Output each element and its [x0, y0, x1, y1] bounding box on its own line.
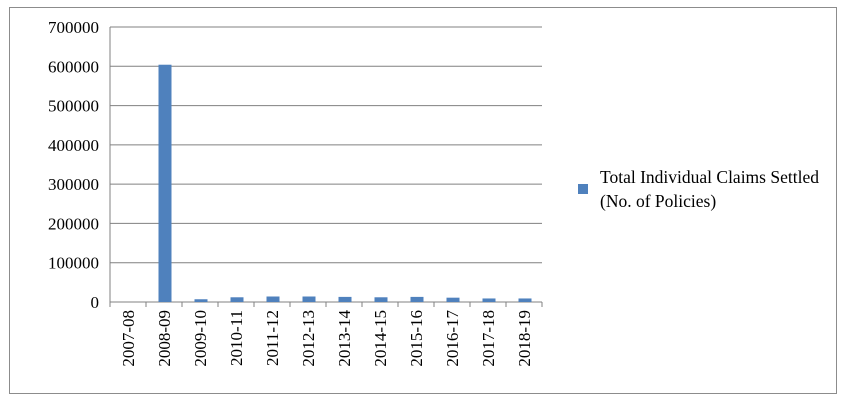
legend-swatch — [578, 184, 588, 194]
legend: Total Individual Claims Settled (No. of … — [578, 165, 820, 213]
bar — [266, 296, 280, 302]
x-tick-label: 2015-16 — [407, 310, 426, 367]
y-tick-label: 0 — [91, 293, 100, 312]
y-tick-label: 500000 — [48, 97, 99, 116]
bar — [518, 298, 532, 302]
bar — [374, 297, 388, 302]
y-tick-label: 200000 — [48, 214, 99, 233]
bar — [158, 64, 172, 302]
y-tick-label: 600000 — [48, 57, 99, 76]
bar — [482, 298, 496, 302]
chart-frame — [9, 7, 837, 394]
y-tick-label: 700000 — [48, 18, 99, 37]
x-tick-label: 2010-11 — [227, 310, 246, 366]
x-tick-label: 2012-13 — [299, 310, 318, 367]
x-tick-label: 2017-18 — [479, 310, 498, 367]
x-tick-label: 2007-08 — [119, 310, 138, 367]
x-tick-label: 2008-09 — [155, 310, 174, 367]
x-tick-label: 2016-17 — [443, 310, 462, 367]
x-tick-label: 2011-12 — [263, 310, 282, 366]
bar — [338, 296, 352, 302]
bar — [410, 296, 424, 302]
bar — [302, 296, 316, 302]
bar — [446, 297, 460, 302]
x-tick-label: 2014-15 — [371, 310, 390, 367]
bar — [194, 299, 208, 302]
x-tick-label: 2018-19 — [515, 310, 534, 367]
x-tick-label: 2009-10 — [191, 310, 210, 367]
y-tick-label: 400000 — [48, 136, 99, 155]
y-tick-label: 300000 — [48, 175, 99, 194]
x-tick-label: 2013-14 — [335, 310, 354, 367]
bar — [230, 297, 244, 302]
y-tick-label: 100000 — [48, 254, 99, 273]
legend-label: Total Individual Claims Settled (No. of … — [600, 167, 819, 211]
